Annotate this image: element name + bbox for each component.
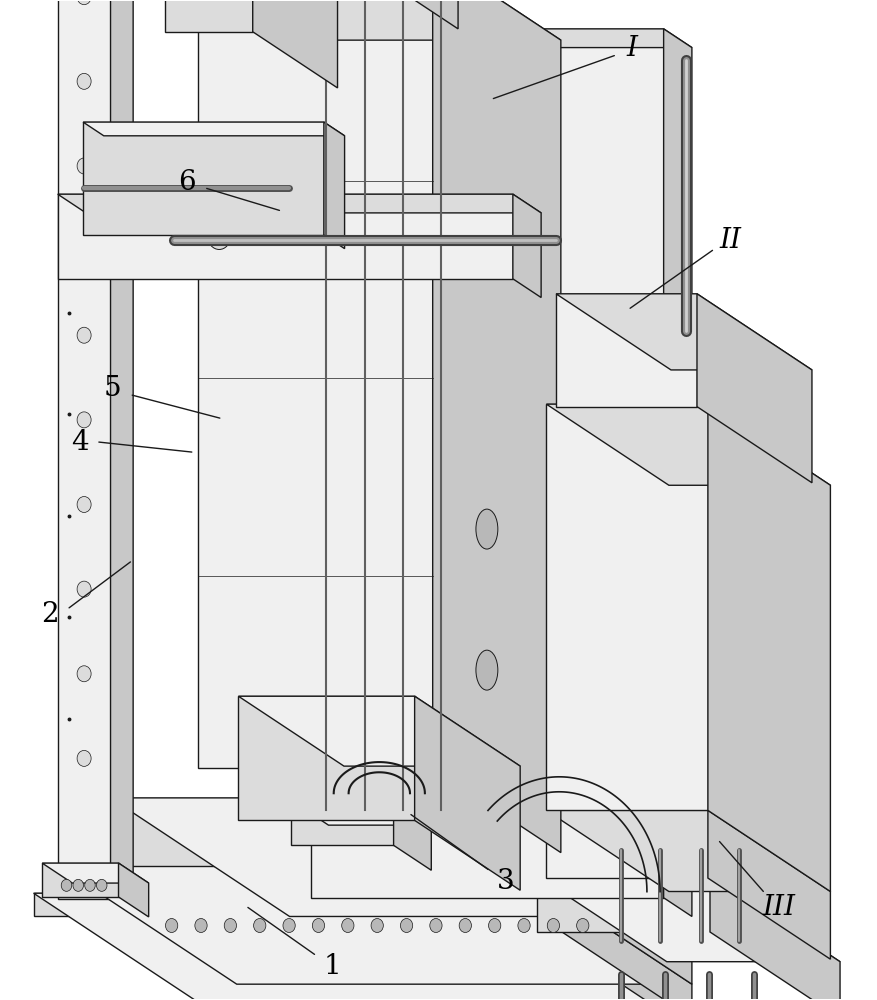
Circle shape (224, 919, 236, 932)
Polygon shape (310, 29, 691, 48)
Circle shape (77, 0, 91, 5)
Polygon shape (197, 0, 560, 40)
Circle shape (77, 73, 91, 89)
Polygon shape (310, 29, 663, 898)
Circle shape (430, 919, 441, 932)
Polygon shape (325, 0, 458, 29)
Polygon shape (83, 122, 344, 136)
Polygon shape (512, 798, 691, 984)
Text: 6: 6 (177, 169, 195, 196)
Circle shape (208, 224, 231, 249)
Polygon shape (111, 0, 133, 881)
Polygon shape (83, 122, 324, 235)
Circle shape (61, 879, 72, 891)
Circle shape (77, 581, 91, 597)
Text: I: I (625, 35, 637, 62)
Polygon shape (545, 810, 830, 892)
Text: 2: 2 (41, 601, 59, 628)
Circle shape (488, 919, 500, 932)
Text: 1: 1 (323, 953, 340, 980)
Polygon shape (197, 0, 432, 768)
Polygon shape (414, 696, 519, 890)
Circle shape (312, 919, 324, 932)
Polygon shape (393, 800, 431, 870)
Circle shape (77, 750, 91, 766)
Polygon shape (536, 876, 709, 932)
Polygon shape (164, 0, 253, 32)
Polygon shape (42, 863, 118, 897)
Polygon shape (696, 294, 811, 483)
Polygon shape (512, 194, 540, 298)
Polygon shape (111, 798, 691, 916)
Circle shape (341, 919, 353, 932)
Polygon shape (58, 0, 111, 866)
Circle shape (77, 327, 91, 343)
Circle shape (195, 919, 207, 932)
Text: II: II (718, 227, 740, 254)
Circle shape (77, 412, 91, 428)
Circle shape (576, 919, 588, 932)
Polygon shape (33, 893, 517, 916)
Ellipse shape (475, 509, 497, 549)
Polygon shape (58, 866, 691, 984)
Polygon shape (290, 800, 431, 825)
Polygon shape (707, 810, 830, 959)
Text: 4: 4 (71, 429, 89, 456)
Polygon shape (33, 893, 716, 1000)
Polygon shape (545, 404, 707, 810)
Ellipse shape (475, 650, 497, 690)
Polygon shape (536, 876, 839, 962)
Polygon shape (555, 294, 811, 370)
Circle shape (77, 158, 91, 174)
Polygon shape (118, 863, 148, 917)
Circle shape (84, 879, 95, 891)
Polygon shape (239, 696, 414, 820)
Polygon shape (253, 0, 337, 88)
Text: III: III (762, 894, 795, 921)
Polygon shape (432, 0, 560, 853)
Polygon shape (709, 876, 839, 1000)
Polygon shape (545, 810, 707, 878)
Polygon shape (58, 194, 512, 279)
Polygon shape (239, 696, 519, 766)
Polygon shape (111, 798, 512, 866)
Polygon shape (324, 122, 344, 249)
Polygon shape (663, 29, 691, 916)
Polygon shape (42, 863, 148, 883)
Circle shape (282, 919, 295, 932)
Polygon shape (517, 893, 716, 1000)
Polygon shape (512, 866, 691, 1000)
Circle shape (77, 497, 91, 512)
Circle shape (77, 243, 91, 259)
Circle shape (165, 919, 177, 932)
Text: 3: 3 (496, 868, 514, 895)
Polygon shape (555, 294, 696, 407)
Circle shape (371, 919, 383, 932)
Circle shape (73, 879, 83, 891)
Polygon shape (58, 194, 540, 213)
Circle shape (459, 919, 471, 932)
Circle shape (77, 666, 91, 682)
Polygon shape (58, 866, 512, 899)
Circle shape (96, 879, 107, 891)
Polygon shape (290, 800, 393, 845)
Circle shape (517, 919, 530, 932)
Polygon shape (707, 404, 830, 892)
Circle shape (400, 919, 412, 932)
Polygon shape (545, 404, 830, 485)
Text: 5: 5 (104, 375, 122, 402)
Circle shape (253, 919, 266, 932)
Circle shape (546, 919, 559, 932)
